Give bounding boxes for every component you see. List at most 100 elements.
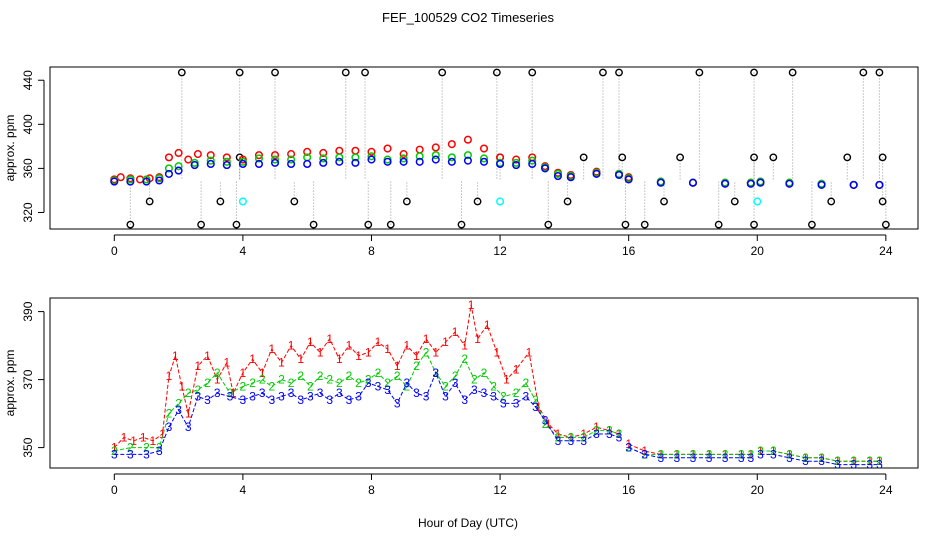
p1-x-tick-label: 16 [622,483,636,497]
series-1-marker: 1 [567,430,574,444]
ref-point [402,197,411,206]
series-1-marker: 1 [288,339,295,353]
series-1-marker: 1 [166,369,173,383]
ref-point [177,68,186,77]
ref-point [621,220,630,229]
ref-point [660,197,668,206]
series-3-point [656,178,665,187]
series-2-point [319,154,328,163]
ref-point [341,68,350,77]
series-2-line [114,351,620,452]
series-2-point [335,153,344,162]
series-3-point [528,159,537,169]
series-3-marker: 3 [452,376,459,390]
series-2-point [431,151,440,160]
series-3-point [351,158,360,167]
series-3-point [566,173,575,182]
series-2-marker: 2 [876,454,883,468]
series-1-marker: 1 [111,441,118,455]
series-3-marker: 3 [423,390,430,404]
series-3-marker: 3 [490,390,497,404]
ref-point [750,153,758,162]
series-1-marker: 1 [535,400,542,414]
series-3-marker: 3 [500,396,507,410]
series-2-point [287,155,296,164]
series-2-marker: 2 [747,447,754,461]
series-1-point [463,135,472,144]
ref-point [695,68,704,77]
series-3-marker: 3 [365,376,372,390]
p0-x-tick-label: 24 [879,244,893,258]
series-2-marker: 2 [240,379,247,393]
ref-point [457,220,466,229]
series-2-marker: 2 [413,359,420,373]
series-2-point [254,154,264,163]
series-2-point [174,162,183,171]
p1-x-tick-label: 20 [751,483,765,497]
series-2-marker: 2 [355,376,362,390]
series-3-marker: 3 [346,393,353,407]
series-2-marker: 2 [442,379,449,393]
series-3-point [222,161,231,170]
series-2-marker: 2 [156,441,163,455]
series-1-marker: 1 [474,332,481,346]
ref-point [843,153,852,162]
series-3-marker: 3 [268,393,275,407]
p0-plot-frame [49,66,919,230]
series-1-marker: 1 [150,434,157,448]
series-2-marker: 2 [307,379,314,393]
series-1-marker: 1 [355,349,362,363]
series-3-point [463,156,472,165]
series-3-point [849,180,858,189]
series-1-marker: 1 [268,342,275,356]
series-3-marker: 3 [616,430,623,444]
series-2-marker: 2 [375,366,382,380]
series-1-marker: 1 [484,318,491,332]
series-2-marker: 2 [616,427,623,441]
series-3-marker: 3 [876,458,883,472]
series-2-marker: 2 [288,376,295,390]
series-3-point [142,177,151,186]
series-1-marker: 1 [747,447,754,461]
series-2-marker: 2 [657,447,664,461]
series-2-marker: 2 [336,376,343,390]
series-2-marker: 2 [738,447,745,461]
p0-x-tick-label: 12 [493,244,507,258]
series-1-marker: 1 [317,345,324,359]
series-2-marker: 2 [346,369,353,383]
series-1-marker: 1 [494,345,501,359]
series-2-marker: 2 [185,386,192,400]
series-2-marker: 2 [674,447,681,461]
series-2-marker: 2 [722,447,729,461]
series-1-point [319,148,328,158]
series-2-marker: 2 [111,444,118,458]
p1-y-axis-title: approx. ppm [3,350,17,417]
series-2-marker: 2 [542,417,549,431]
series-3-point [270,158,280,167]
ref-point [676,153,685,162]
series-2-point [222,157,231,166]
series-2-marker: 2 [204,376,211,390]
series-2-marker: 2 [143,441,150,455]
series-2-marker: 2 [786,447,793,461]
series-3-marker: 3 [214,386,221,400]
series-1-marker: 1 [423,332,430,346]
series-2-line [628,447,751,455]
series-3-marker: 3 [143,447,150,461]
ref-point [859,68,868,77]
series-2-marker: 2 [513,386,520,400]
series-3-point [206,159,215,169]
series-2-point [351,153,360,162]
series-3-marker: 3 [786,451,793,465]
series-2-marker: 2 [175,396,182,410]
series-1-marker: 1 [786,447,793,461]
series-2-marker: 2 [770,444,777,458]
series-3-point [479,157,489,166]
series-1-point [431,143,440,152]
series-3-marker: 3 [513,396,520,410]
series-2-point [463,151,472,160]
ref-point [769,153,778,162]
series-2-marker: 2 [326,373,333,387]
p1-x-tick-label: 0 [111,483,118,497]
series-2-marker: 2 [227,386,234,400]
